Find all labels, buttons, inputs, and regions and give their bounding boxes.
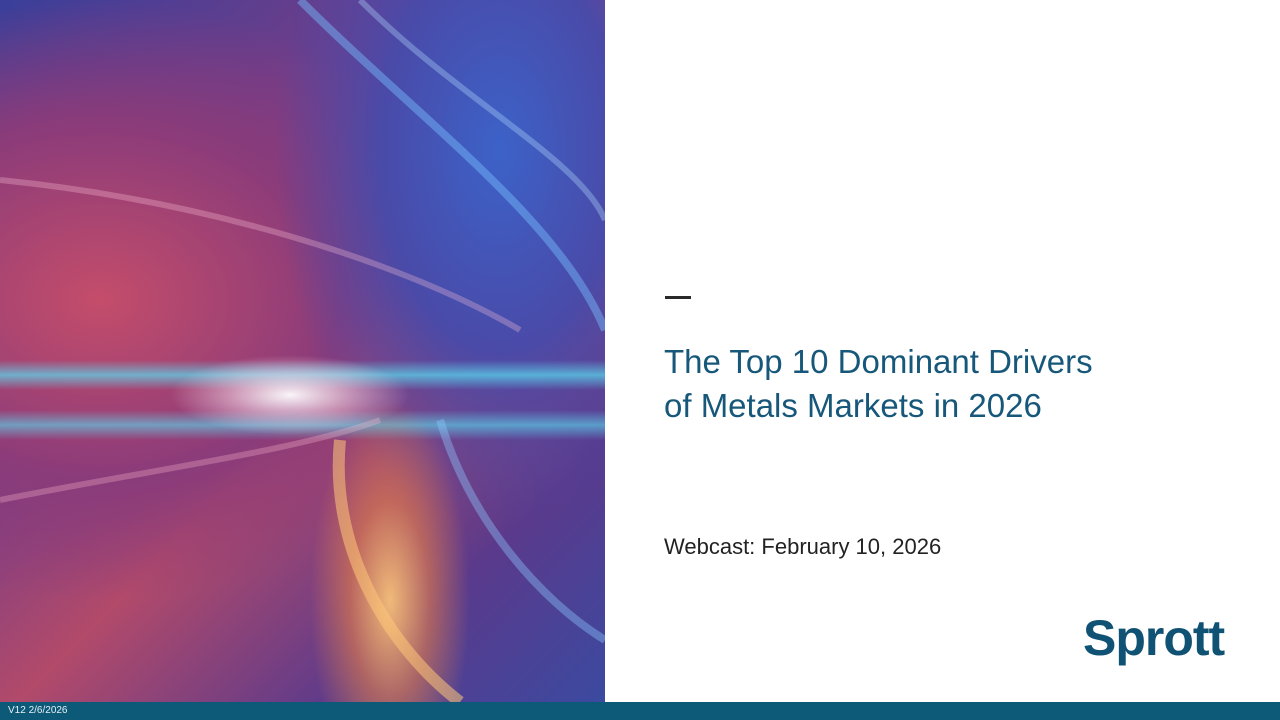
slide-content: The Top 10 Dominant Drivers of Metals Ma… <box>605 0 1280 702</box>
sprott-logo: Sprott <box>1083 610 1225 666</box>
light-swirls <box>0 0 605 702</box>
footer-bar: V12 2/6/2026 <box>0 702 1280 720</box>
slide-title: The Top 10 Dominant Drivers of Metals Ma… <box>664 340 1093 428</box>
version-label: V12 2/6/2026 <box>8 705 68 716</box>
title-line-1: The Top 10 Dominant Drivers <box>664 343 1093 380</box>
webcast-date: Webcast: February 10, 2026 <box>664 534 942 559</box>
title-slide: The Top 10 Dominant Drivers of Metals Ma… <box>0 0 1280 702</box>
title-dash-divider <box>665 296 691 299</box>
abstract-light-trails-image <box>0 0 605 702</box>
title-line-2: of Metals Markets in 2026 <box>664 387 1042 424</box>
